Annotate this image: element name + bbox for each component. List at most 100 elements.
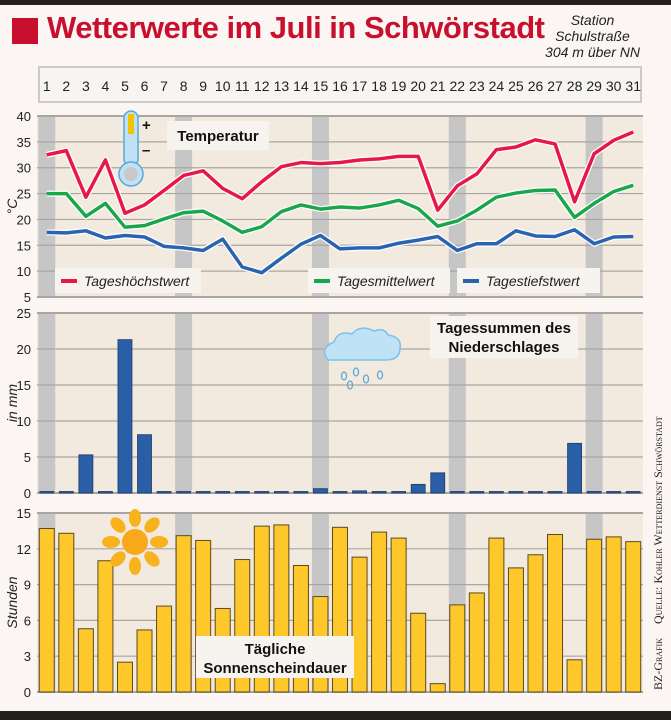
y-tick-label: 5 (24, 450, 31, 465)
day-label: 8 (180, 78, 188, 94)
credit-source: Quelle: Kohler Wetterdienst Schwörstadt (651, 416, 665, 624)
rain-cloud-icon (323, 327, 401, 390)
station-line: Schulstraße (555, 28, 630, 44)
raindrop (340, 371, 348, 381)
day-label: 7 (160, 78, 168, 94)
y-axis-label: °C (4, 198, 20, 215)
title-box (430, 316, 578, 358)
sunshine-bar (449, 604, 466, 693)
precip-bar (449, 491, 465, 494)
cloud (323, 327, 401, 361)
bottom-bar (0, 711, 671, 720)
y-tick-label: 25 (17, 306, 31, 321)
series-line-low (46, 228, 634, 275)
day-label: 17 (352, 78, 368, 94)
brand-square (12, 18, 38, 44)
sun-disc (122, 529, 148, 555)
sun-ray (144, 551, 160, 567)
chart-title: Niederschlages (449, 339, 560, 356)
sunshine-bar (527, 554, 544, 693)
sunshine-bar (371, 531, 388, 693)
y-tick-label: 20 (17, 212, 31, 227)
chart-title: Tagessummen des (437, 320, 571, 337)
thermometer-icon: +– (118, 110, 151, 187)
sunshine-bar (156, 605, 173, 693)
source-credit: BZ-Grafik Quelle: Kohler Wetterdienst Sch… (651, 402, 666, 690)
sunshine-bar (390, 537, 407, 693)
day-strip (38, 66, 642, 103)
weekend-band (311, 313, 329, 493)
y-tick-label: 0 (24, 486, 31, 501)
sunshine-bar (38, 528, 55, 693)
top-bar (0, 0, 671, 5)
day-label: 18 (371, 78, 387, 94)
sunshine-bar (97, 560, 114, 693)
day-label: 21 (430, 78, 446, 94)
y-tick-label: 3 (24, 649, 31, 664)
precip-bar (625, 491, 641, 494)
y-tick-label: 9 (24, 578, 31, 593)
sun-ray (150, 536, 168, 548)
precip-bar (117, 339, 133, 494)
day-label: 26 (528, 78, 544, 94)
thermometer-mercury (128, 114, 134, 134)
day-label: 31 (625, 78, 641, 94)
precip-bar (39, 491, 55, 494)
y-tick-label: 20 (17, 342, 31, 357)
sunshine-bar (410, 612, 427, 693)
y-tick-label: 30 (17, 161, 31, 176)
sunshine-bar (547, 533, 564, 693)
precip-bar (176, 491, 192, 494)
day-label: 20 (410, 78, 426, 94)
day-label: 15 (313, 78, 329, 94)
credit-graphic: BZ-Grafik (651, 638, 665, 690)
day-label: 1 (43, 78, 51, 94)
y-axis-label: Stunden (4, 576, 20, 628)
legend-label: Tagesmittelwert (337, 273, 436, 289)
precip-bar (78, 454, 94, 494)
precip-bar (469, 491, 485, 494)
precip-bar (234, 491, 250, 494)
day-label: 11 (235, 78, 250, 94)
y-tick-label: 12 (17, 542, 31, 557)
y-axis-label: in mm (4, 384, 20, 422)
series-line-high (46, 130, 634, 215)
day-label: 16 (332, 78, 348, 94)
day-label: 29 (586, 78, 602, 94)
day-label: 2 (62, 78, 70, 94)
day-label: 13 (274, 78, 290, 94)
sunshine-bar (136, 629, 153, 693)
day-label: 30 (606, 78, 622, 94)
y-tick-label: 25 (17, 187, 31, 202)
day-label: 27 (547, 78, 563, 94)
weekend-band (38, 313, 56, 493)
sun-icon (102, 509, 168, 575)
precip-bar (156, 491, 172, 494)
precip-bar (293, 491, 309, 494)
legend-box (457, 268, 600, 293)
precip-bar (352, 490, 367, 494)
sunshine-bar (586, 538, 603, 693)
sunshine-bar (605, 536, 622, 693)
sunshine-bar (175, 535, 192, 693)
sunshine-bar (58, 532, 75, 693)
day-label: 6 (141, 78, 149, 94)
precip-bar (586, 491, 602, 494)
precip-bar (547, 491, 563, 494)
precip-bar (313, 488, 328, 494)
sunshine-bar (488, 537, 505, 693)
plus-sign: + (142, 117, 151, 134)
precip-bar (58, 491, 74, 494)
raindrop (362, 374, 370, 384)
sunshine-bar (116, 661, 133, 693)
precip-bar (332, 491, 348, 494)
precip-bar (254, 491, 270, 494)
day-label: 9 (199, 78, 207, 94)
precip-bar (215, 491, 231, 494)
weekend-band (175, 116, 193, 297)
minus-sign: – (142, 142, 150, 159)
sunshine-bar (625, 541, 642, 693)
precip-bar (371, 491, 387, 494)
sun-ray (144, 517, 160, 533)
